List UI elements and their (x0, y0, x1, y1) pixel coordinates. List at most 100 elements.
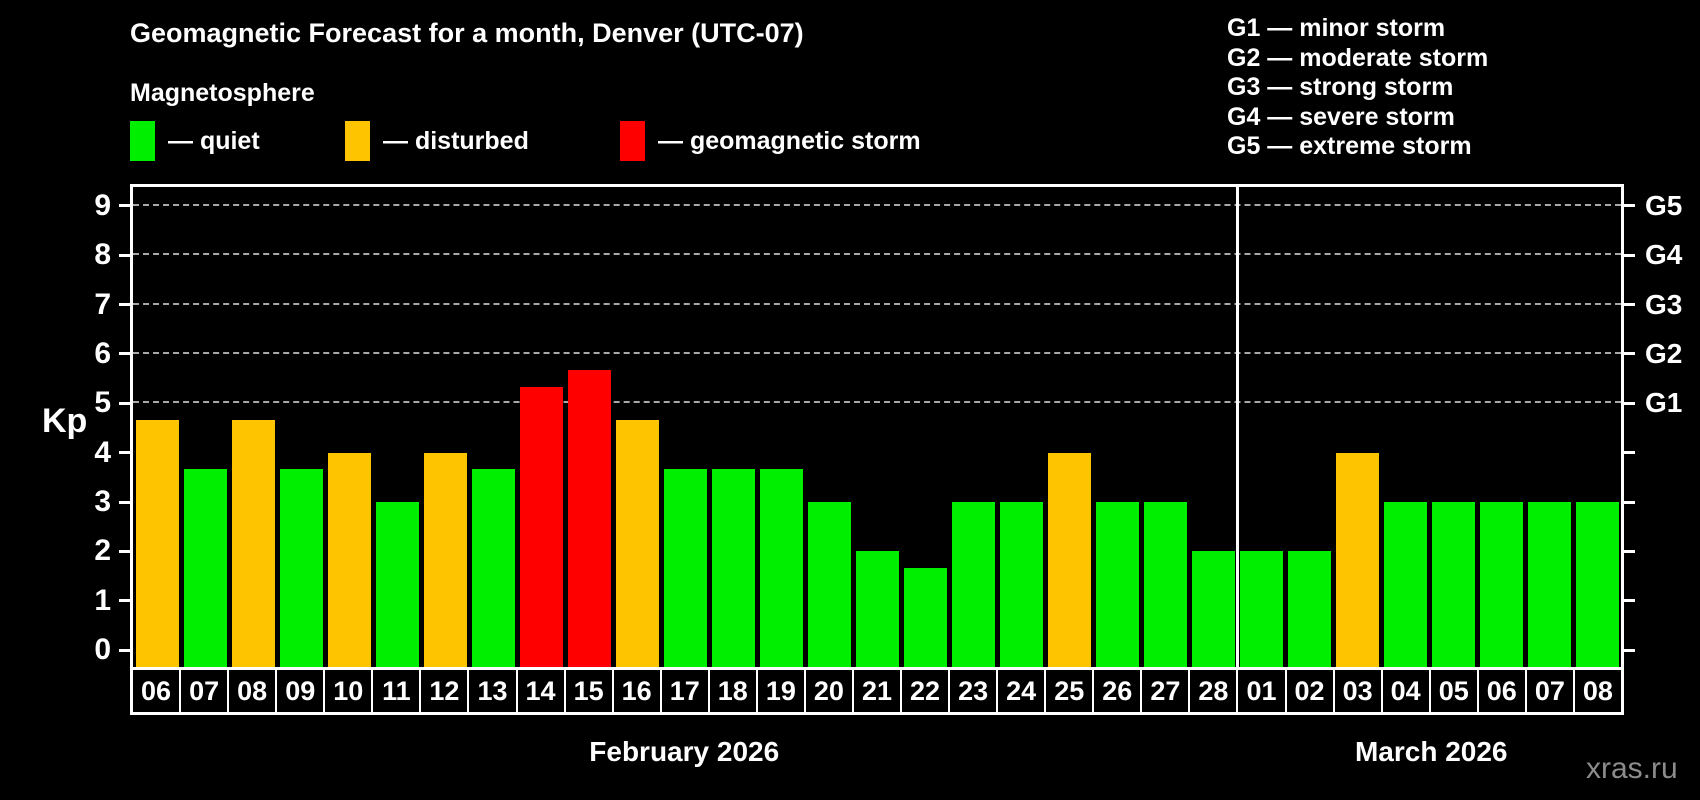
day-label-cell: 20 (806, 670, 854, 712)
right-axis-label-G2: G2 (1645, 337, 1683, 369)
bars-container (133, 187, 1621, 667)
right-axis-label-G4: G4 (1645, 239, 1683, 271)
bar-slot-06 (1477, 187, 1525, 667)
bar-slot-01 (1237, 187, 1285, 667)
legend-item-quiet: — quiet (130, 118, 260, 164)
day-label-cell: 24 (998, 670, 1047, 712)
day-label-cell: 07 (1527, 670, 1575, 712)
bar-slot-09 (277, 187, 325, 667)
month-labels: February 2026 March 2026 (130, 736, 1624, 768)
kp-bar-16 (615, 419, 659, 667)
kp-bar-21 (855, 551, 899, 667)
day-label-cell: 28 (1190, 670, 1239, 712)
bar-slot-17 (661, 187, 709, 667)
y-tick-left-9 (119, 204, 133, 208)
y-tick-left-4 (119, 451, 133, 455)
y-tick-right-9 (1621, 204, 1635, 208)
bar-slot-20 (805, 187, 853, 667)
storm-scale-line: G2 — moderate storm (1227, 43, 1489, 72)
kp-bar-03 (1335, 452, 1379, 667)
y-tick-label-4: 4 (94, 435, 111, 469)
y-tick-left-5 (119, 401, 133, 405)
right-axis-label-G1: G1 (1645, 387, 1683, 419)
day-label-cell: 08 (229, 670, 278, 712)
day-label-cell: 09 (277, 670, 326, 712)
y-axis-title: Kp (42, 402, 88, 440)
y-tick-left-2 (119, 549, 133, 553)
bar-slot-02 (1285, 187, 1333, 667)
y-tick-right-4 (1621, 451, 1635, 455)
kp-bar-08 (231, 419, 275, 667)
kp-bar-18 (711, 468, 755, 667)
gridline-kp7 (133, 302, 1621, 305)
day-label-cell: 03 (1335, 670, 1383, 712)
kp-bar-06 (1479, 502, 1523, 667)
y-tick-left-0 (119, 648, 133, 652)
bar-slot-22 (901, 187, 949, 667)
y-tick-right-1 (1621, 599, 1635, 603)
bar-slot-21 (853, 187, 901, 667)
y-tick-label-2: 2 (94, 534, 111, 568)
gridline-kp8 (133, 253, 1621, 256)
storm-scale-line: G1 — minor storm (1227, 14, 1446, 42)
day-label-cell: 16 (614, 670, 662, 712)
kp-bar-12 (423, 452, 467, 667)
y-tick-left-3 (119, 500, 133, 504)
kp-bar-10 (327, 452, 371, 667)
right-axis-label-G3: G3 (1645, 288, 1683, 320)
month-separator (1235, 187, 1239, 667)
gridline-kp6 (133, 351, 1621, 354)
day-label-cell: 23 (950, 670, 999, 712)
legend-label-storm: — geomagnetic storm (658, 126, 921, 155)
y-tick-right-8 (1621, 253, 1635, 257)
y-tick-right-6 (1621, 352, 1635, 356)
day-label-cell: 06 (1479, 670, 1527, 712)
bar-slot-05 (1429, 187, 1477, 667)
bar-slot-18 (709, 187, 757, 667)
day-label-cell: 13 (469, 670, 518, 712)
day-label-cell: 14 (518, 670, 566, 712)
y-tick-left-8 (119, 253, 133, 257)
y-tick-label-9: 9 (94, 188, 111, 222)
y-tick-left-7 (119, 303, 133, 307)
kp-bar-27 (1143, 502, 1187, 667)
y-tick-right-7 (1621, 303, 1635, 307)
bar-slot-12 (421, 187, 469, 667)
day-label-cell: 05 (1431, 670, 1479, 712)
day-label-cell: 04 (1383, 670, 1431, 712)
kp-bar-24 (999, 502, 1043, 667)
kp-bar-07 (1527, 502, 1571, 667)
legend-item-disturbed: — disturbed (345, 118, 529, 164)
y-tick-label-0: 0 (94, 633, 111, 667)
chart-title: Geomagnetic Forecast for a month, Denver… (130, 18, 804, 48)
bar-slot-24 (997, 187, 1045, 667)
kp-bar-26 (1095, 502, 1139, 667)
kp-bar-11 (375, 502, 419, 667)
day-label-cell: 19 (758, 670, 806, 712)
kp-bar-20 (807, 502, 851, 667)
kp-bar-09 (279, 468, 323, 667)
y-tick-label-7: 7 (94, 287, 111, 321)
y-tick-right-2 (1621, 549, 1635, 553)
legend-swatch-quiet (130, 121, 155, 161)
y-tick-right-3 (1621, 500, 1635, 504)
magnetosphere-legend: — quiet — disturbed — geomagnetic storm (0, 118, 1100, 164)
bar-slot-25 (1045, 187, 1093, 667)
kp-bar-08 (1575, 502, 1619, 667)
y-tick-left-1 (119, 599, 133, 603)
kp-bar-25 (1047, 452, 1091, 667)
kp-bar-15 (567, 370, 611, 667)
day-label-cell: 15 (566, 670, 614, 712)
bar-slot-08 (229, 187, 277, 667)
kp-bar-04 (1383, 502, 1427, 667)
bar-slot-10 (325, 187, 373, 667)
day-label-cell: 11 (373, 670, 422, 712)
bar-slot-19 (757, 187, 805, 667)
legend-swatch-disturbed (345, 121, 370, 161)
gridline-kp9 (133, 203, 1621, 206)
right-axis-label-G5: G5 (1645, 189, 1683, 221)
legend-label-disturbed: — disturbed (383, 126, 529, 155)
day-label-cell: 12 (421, 670, 470, 712)
day-label-cell: 21 (854, 670, 902, 712)
